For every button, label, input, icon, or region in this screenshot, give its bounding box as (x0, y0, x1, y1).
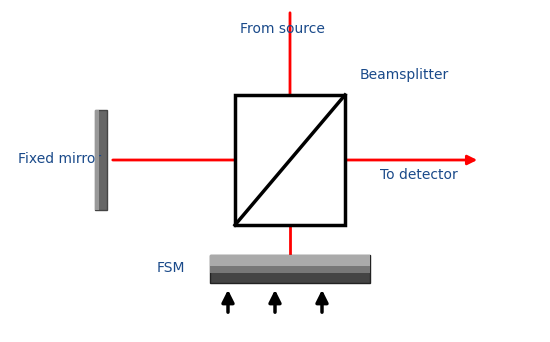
Bar (210, 255, 370, 283)
Bar (95, 110, 98, 210)
Text: To detector: To detector (380, 168, 458, 182)
Text: Beamsplitter: Beamsplitter (360, 68, 449, 82)
Bar (210, 255, 370, 266)
Text: FSM: FSM (157, 261, 185, 275)
Bar (95, 110, 107, 210)
Text: From source: From source (240, 22, 325, 36)
Bar (210, 266, 370, 273)
Bar (235, 95, 345, 225)
Text: Fixed mirror: Fixed mirror (18, 152, 101, 166)
